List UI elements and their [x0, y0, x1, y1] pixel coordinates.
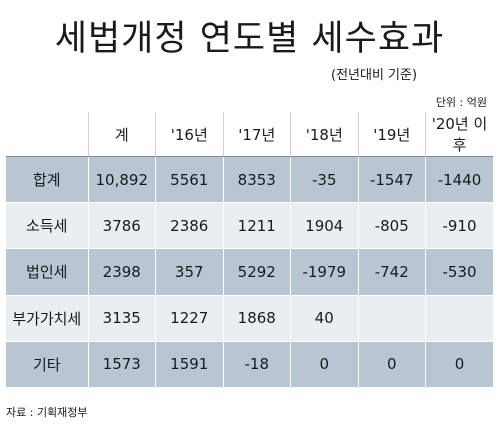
table-cell: 1904	[290, 202, 358, 250]
row-label: 합계	[6, 156, 88, 204]
table-cell: 1591	[155, 341, 223, 389]
source-note: 자료 : 기획재정부	[6, 406, 88, 419]
table-body: 합계 10,892 5561 8353 -35 -1547 -1440 소득세 …	[6, 156, 493, 389]
row-label: 기타	[6, 341, 88, 389]
table-cell	[425, 295, 493, 342]
data-table: 계 '16년 '17년 '18년 '19년 '20년 이후 합계 10,892 …	[6, 112, 493, 389]
table-cell: 3135	[87, 295, 156, 342]
row-label: 법인세	[6, 248, 88, 296]
header-cell-2019: '19년	[357, 112, 426, 157]
header-row: 계 '16년 '17년 '18년 '19년 '20년 이후	[6, 112, 493, 157]
row-label: 부가가치세	[6, 295, 88, 342]
table-cell: 2398	[87, 248, 156, 296]
table-cell: 3786	[87, 202, 156, 250]
table-cell: 5292	[222, 248, 291, 296]
chart-title: 세법개정 연도별 세수효과	[54, 19, 445, 59]
table-cell: 0	[425, 341, 493, 389]
table-cell	[357, 295, 426, 342]
table-cell: 8353	[222, 156, 291, 204]
header-cell-corner	[6, 112, 88, 157]
table-cell: 2386	[155, 202, 223, 250]
table-cell: 5561	[155, 156, 223, 204]
table-cell: 1227	[155, 295, 223, 342]
table-cell: 1211	[222, 202, 291, 250]
table-row-corporate-tax: 법인세 2398 357 5292 -1979 -742 -530	[6, 248, 493, 296]
table-cell: 0	[290, 341, 358, 389]
table-cell: -1979	[290, 248, 358, 296]
table-cell: -35	[290, 156, 358, 204]
table-cell: -1440	[425, 156, 493, 204]
table-cell: 1868	[222, 295, 291, 342]
unit-label: 단위 : 억원	[435, 96, 487, 109]
table-cell: -18	[222, 341, 291, 389]
table-row-other: 기타 1573 1591 -18 0 0 0	[6, 341, 493, 389]
chart-subtitle: (전년대비 기준)	[331, 68, 418, 83]
header-cell-total: 계	[87, 112, 156, 157]
header-cell-2020-after: '20년 이후	[425, 112, 493, 157]
table-cell: 0	[357, 341, 426, 389]
data-table-container: 계 '16년 '17년 '18년 '19년 '20년 이후 합계 10,892 …	[6, 112, 493, 389]
table-cell: -910	[425, 202, 493, 250]
table-cell: 1573	[87, 341, 156, 389]
header-cell-2016: '16년	[155, 112, 223, 157]
header-cell-2018: '18년	[290, 112, 358, 157]
table-cell: -805	[357, 202, 426, 250]
table-cell: 40	[290, 295, 358, 342]
table-cell: 10,892	[87, 156, 156, 204]
table-cell: -742	[357, 248, 426, 296]
table-row-total: 합계 10,892 5561 8353 -35 -1547 -1440	[6, 156, 493, 204]
row-label: 소득세	[6, 202, 88, 250]
table-cell: 357	[155, 248, 223, 296]
table-cell: -1547	[357, 156, 426, 204]
header-cell-2017: '17년	[222, 112, 291, 157]
table-row-vat: 부가가치세 3135 1227 1868 40	[6, 295, 493, 342]
table-cell: -530	[425, 248, 493, 296]
table-row-income-tax: 소득세 3786 2386 1211 1904 -805 -910	[6, 202, 493, 250]
